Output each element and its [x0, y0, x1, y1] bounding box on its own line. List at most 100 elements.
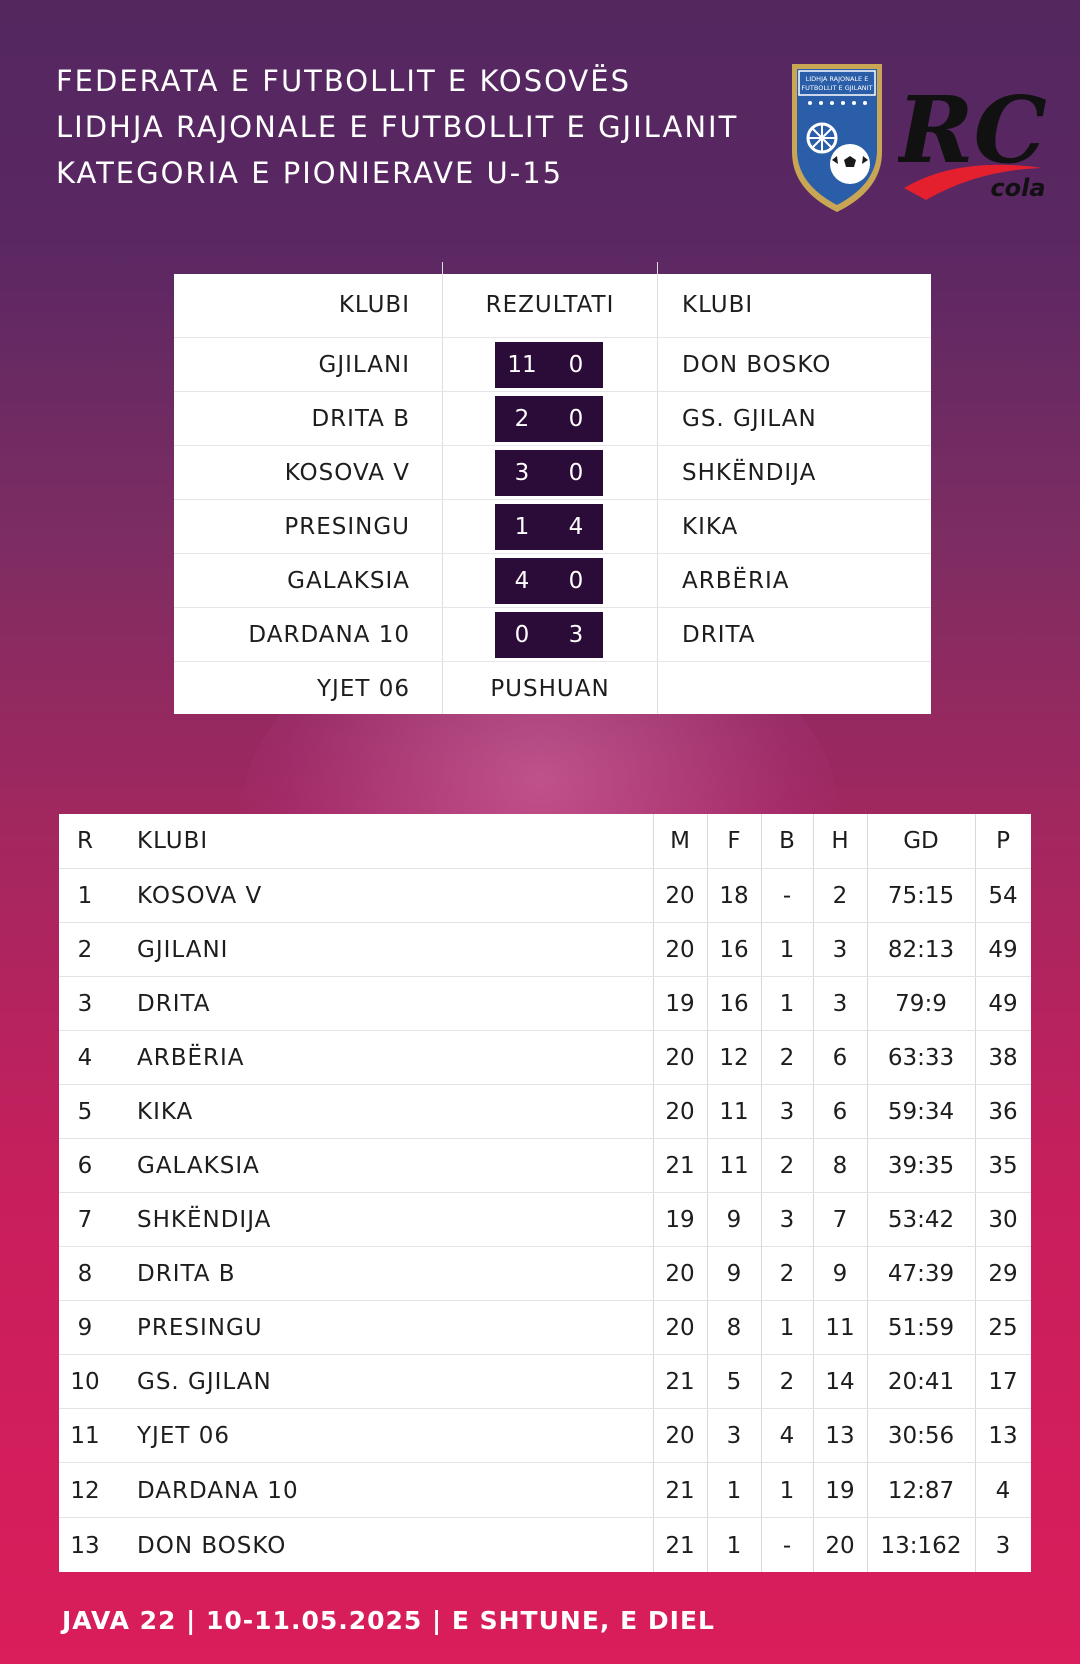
rank: 11: [70, 1423, 100, 1449]
points: 38: [988, 1045, 1018, 1071]
goal-diff: 79:9: [895, 991, 947, 1017]
points: 13: [988, 1423, 1018, 1449]
played: 19: [665, 991, 695, 1017]
club-name: SHKËNDIJA: [137, 1207, 272, 1233]
table-row: 11 YJET 06 20 3 4 13 30:56 13: [59, 1408, 1031, 1463]
score-header: REZULTATI: [485, 292, 615, 318]
points-header: P: [996, 828, 1010, 854]
points: 49: [988, 991, 1018, 1017]
page-header: FEDERATA E FUTBOLLIT E KOSOVËS LIDHJA RA…: [56, 58, 738, 196]
losses: 6: [832, 1099, 848, 1125]
played: 20: [665, 1045, 695, 1071]
goal-diff: 39:35: [887, 1153, 955, 1179]
points: 36: [988, 1099, 1018, 1125]
played: 19: [665, 1207, 695, 1233]
away-goals: 0: [568, 460, 584, 486]
played: 21: [665, 1532, 695, 1559]
table-row: 8 DRITA B 20 9 2 9 47:39 29: [59, 1246, 1031, 1301]
played: 20: [665, 1099, 695, 1125]
table-row: 6 GALAKSIA 21 11 2 8 39:35 35: [59, 1138, 1031, 1193]
home-goals: 4: [514, 568, 530, 594]
wins: 5: [726, 1369, 742, 1395]
losses: 14: [825, 1369, 855, 1395]
club-name: DON BOSKO: [137, 1532, 287, 1559]
wins: 8: [726, 1315, 742, 1341]
losses: 6: [832, 1045, 848, 1071]
goal-diff: 51:59: [887, 1315, 955, 1341]
club-name: GALAKSIA: [137, 1153, 260, 1179]
table-row: 13 DON BOSKO 21 1 - 20 13:162 3: [59, 1517, 1031, 1573]
rank: 10: [70, 1369, 100, 1395]
draws: 1: [779, 991, 795, 1017]
wins: 16: [719, 937, 749, 963]
away-club: DON BOSKO: [682, 352, 832, 378]
draws: 2: [779, 1369, 795, 1395]
wins: 3: [726, 1423, 742, 1449]
played: 20: [665, 883, 695, 909]
goal-diff: 13:162: [880, 1532, 962, 1559]
draws: 2: [779, 1261, 795, 1287]
played: 20: [665, 937, 695, 963]
rank: 1: [77, 883, 93, 909]
results-divider-left: [442, 262, 443, 714]
draws: 1: [779, 1315, 795, 1341]
losses: 3: [832, 991, 848, 1017]
losses: 13: [825, 1423, 855, 1449]
club-name: KOSOVA V: [137, 883, 263, 909]
bye-status: PUSHUAN: [490, 676, 610, 702]
results-header-row: KLUBI REZULTATI KLUBI: [174, 278, 931, 332]
draws: 2: [779, 1045, 795, 1071]
played: 20: [665, 1261, 695, 1287]
goal-diff: 63:33: [887, 1045, 955, 1071]
goal-diff: 53:42: [887, 1207, 955, 1233]
points: 25: [988, 1315, 1018, 1341]
rc-logo-subtext: cola: [990, 174, 1045, 202]
table-row: 10 GS. GJILAN 21 5 2 14 20:41 17: [59, 1354, 1031, 1409]
wins: 18: [719, 883, 749, 909]
column-divider: [975, 814, 976, 1572]
draws: 3: [779, 1099, 795, 1125]
matchweek-footer: JAVA 22 | 10-11.05.2025 | E SHTUNE, E DI…: [62, 1606, 715, 1635]
away-goals: 0: [568, 352, 584, 378]
rc-cola-sponsor-logo: RC cola: [898, 76, 1047, 202]
losses: 8: [832, 1153, 848, 1179]
rank: 9: [77, 1315, 93, 1341]
goal-diff: 20:41: [887, 1369, 955, 1395]
table-row: 3 DRITA 19 16 1 3 79:9 49: [59, 976, 1031, 1031]
club-name: DARDANA 10: [137, 1477, 299, 1504]
draws: 2: [779, 1153, 795, 1179]
away-goals: 4: [568, 514, 584, 540]
club-header: KLUBI: [137, 828, 209, 854]
bye-row: YJET 06 PUSHUAN: [174, 661, 931, 716]
club-name: GJILANI: [137, 937, 229, 963]
wins: 9: [726, 1261, 742, 1287]
draws-header: B: [779, 828, 795, 854]
wins: 11: [719, 1153, 749, 1179]
rank: 6: [77, 1153, 93, 1179]
away-club: SHKËNDIJA: [682, 460, 817, 486]
points: 49: [988, 937, 1018, 963]
losses-header: H: [831, 828, 849, 854]
crest-text-2: FUTBOLLIT E GJILANIT: [801, 84, 872, 92]
home-club-header: KLUBI: [338, 292, 410, 318]
wins: 16: [719, 991, 749, 1017]
home-goals: 11: [507, 352, 537, 378]
home-club: DRITA B: [311, 406, 410, 432]
home-goals: 0: [514, 622, 530, 648]
away-club: KIKA: [682, 514, 739, 540]
column-divider: [761, 814, 762, 1572]
draws: 1: [779, 937, 795, 963]
rank: 7: [77, 1207, 93, 1233]
results-divider-right: [657, 262, 658, 714]
home-club: GJILANI: [318, 352, 410, 378]
club-name: ARBËRIA: [137, 1045, 245, 1071]
table-row: 4 ARBËRIA 20 12 2 6 63:33 38: [59, 1030, 1031, 1085]
played: 21: [665, 1369, 695, 1395]
column-divider: [653, 814, 654, 1572]
